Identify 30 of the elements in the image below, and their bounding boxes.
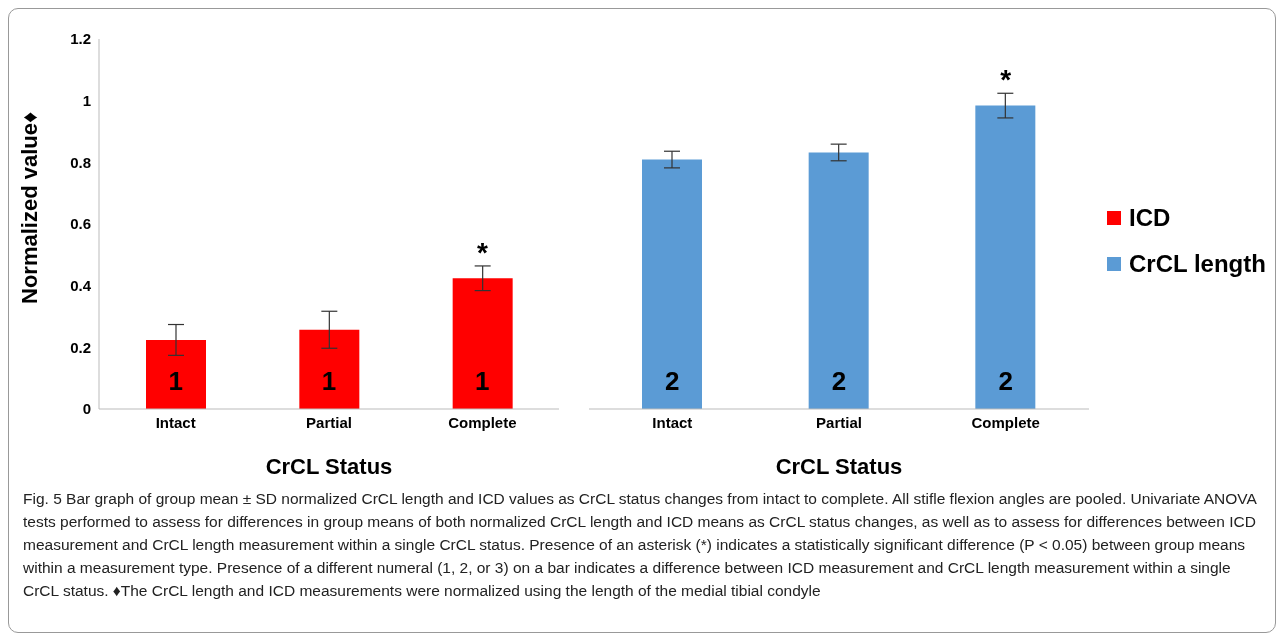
legend-label: CrCL length <box>1129 250 1266 278</box>
x-tick-label: Partial <box>816 413 862 431</box>
y-tick-label: 0.2 <box>70 338 91 356</box>
annotation: 1 <box>321 366 337 397</box>
annotation: 1 <box>475 366 490 397</box>
annotation: * <box>476 236 488 268</box>
annotation: * <box>1000 64 1012 96</box>
y-tick-label: 1.2 <box>70 30 91 48</box>
y-tick-label: 1 <box>82 91 91 109</box>
y-tick-label: 0 <box>82 400 91 418</box>
x-tick-label: Intact <box>652 413 693 431</box>
x-axis-title: CrCL Status <box>775 454 903 479</box>
bar <box>299 329 360 409</box>
y-axis-title: Normalized value♦ <box>16 111 42 304</box>
x-tick-label: Complete <box>448 413 517 431</box>
y-tick-label: 0.8 <box>70 153 91 171</box>
legend-label: ICD <box>1129 204 1171 232</box>
bar <box>452 278 513 409</box>
y-tick-label: 0.6 <box>70 215 91 233</box>
x-tick-label: Complete <box>971 413 1040 431</box>
bar <box>146 339 206 409</box>
caption: Fig. 5 Bar graph of group mean ± SD normalized CrCL length and ICD values as CrCL status changes from intact to complete. All stifle flexion angles are pooled. Univariate ANOVA tests performed to assess for differences in group means of both normalized CrCL length and ICD means as CrCL status changes, as well as to assess for differences between ICD measurement and CrCL length measurement within a single CrCL status. Presence of an asterisk (*) indicates a statistically significant difference (P < 0.05) between group means within a measurement type. Presence of a different numeral (1, 2, or 3) on a bar indicates a difference between ICD measurement and CrCL length measurement within a single CrCL status. ♦The CrCL length and ICD measurements were normalized using the length of the medial tibial condyle <box>23 489 1258 601</box>
annotation: 1 <box>168 366 183 397</box>
x-tick-label: Partial <box>306 413 352 431</box>
annotation: 2 <box>665 366 680 397</box>
x-axis-title: CrCL Status <box>265 454 393 479</box>
annotation: 2 <box>831 366 847 397</box>
annotation: 2 <box>998 366 1013 397</box>
y-tick-label: 0.4 <box>70 276 92 294</box>
x-tick-label: Intact <box>155 413 196 431</box>
